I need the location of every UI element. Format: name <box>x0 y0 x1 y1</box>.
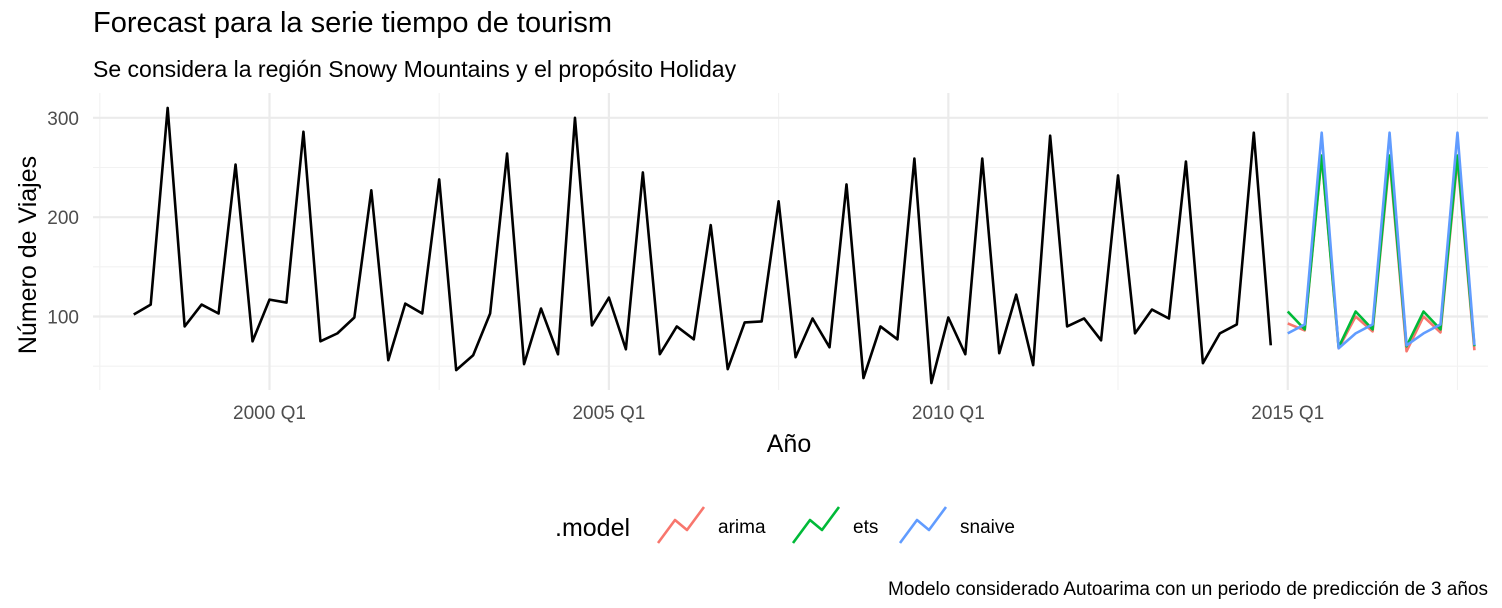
forecast-line-snaive <box>1287 131 1476 350</box>
chart-subtitle: Se considera la región Snowy Mountains y… <box>93 56 737 82</box>
y-tick-label-1: 200 <box>47 208 79 229</box>
legend-label-snaive: snaive <box>960 517 1015 538</box>
legend-item-arima: arima <box>656 506 766 544</box>
x-axis-title: Año <box>767 430 811 458</box>
y-axis-title: Número de Viajes <box>14 156 42 354</box>
legend-label-arima: arima <box>718 517 766 538</box>
x-tick-label-2: 2010 Q1 <box>912 403 985 424</box>
legend-title: .model <box>555 514 630 542</box>
legend-key-snaive <box>898 506 948 544</box>
chart-lines <box>133 106 1476 385</box>
chart-title: Forecast para la serie tiempo de tourism <box>93 7 612 39</box>
legend-label-ets: ets <box>853 517 878 538</box>
x-tick-label-0: 2000 Q1 <box>233 403 306 424</box>
x-tick-label-1: 2005 Q1 <box>572 403 645 424</box>
x-tick-label-3: 2015 Q1 <box>1251 403 1324 424</box>
legend-item-ets: ets <box>791 506 878 544</box>
history-line <box>133 106 1273 385</box>
y-tick-label-0: 100 <box>47 307 79 328</box>
legend-items: arima ets snaive <box>656 506 1015 544</box>
legend-key-ets <box>791 506 841 544</box>
legend: .model arima ets snaive <box>555 506 1015 544</box>
y-tick-labels: 100 200 300 <box>47 109 79 329</box>
legend-key-arima <box>656 506 706 544</box>
y-tick-label-2: 300 <box>47 109 79 130</box>
x-tick-labels: 2000 Q1 2005 Q1 2010 Q1 2015 Q1 <box>233 403 1324 424</box>
chart-caption: Modelo considerado Autoarima con un peri… <box>888 579 1488 600</box>
legend-item-snaive: snaive <box>898 506 1015 544</box>
